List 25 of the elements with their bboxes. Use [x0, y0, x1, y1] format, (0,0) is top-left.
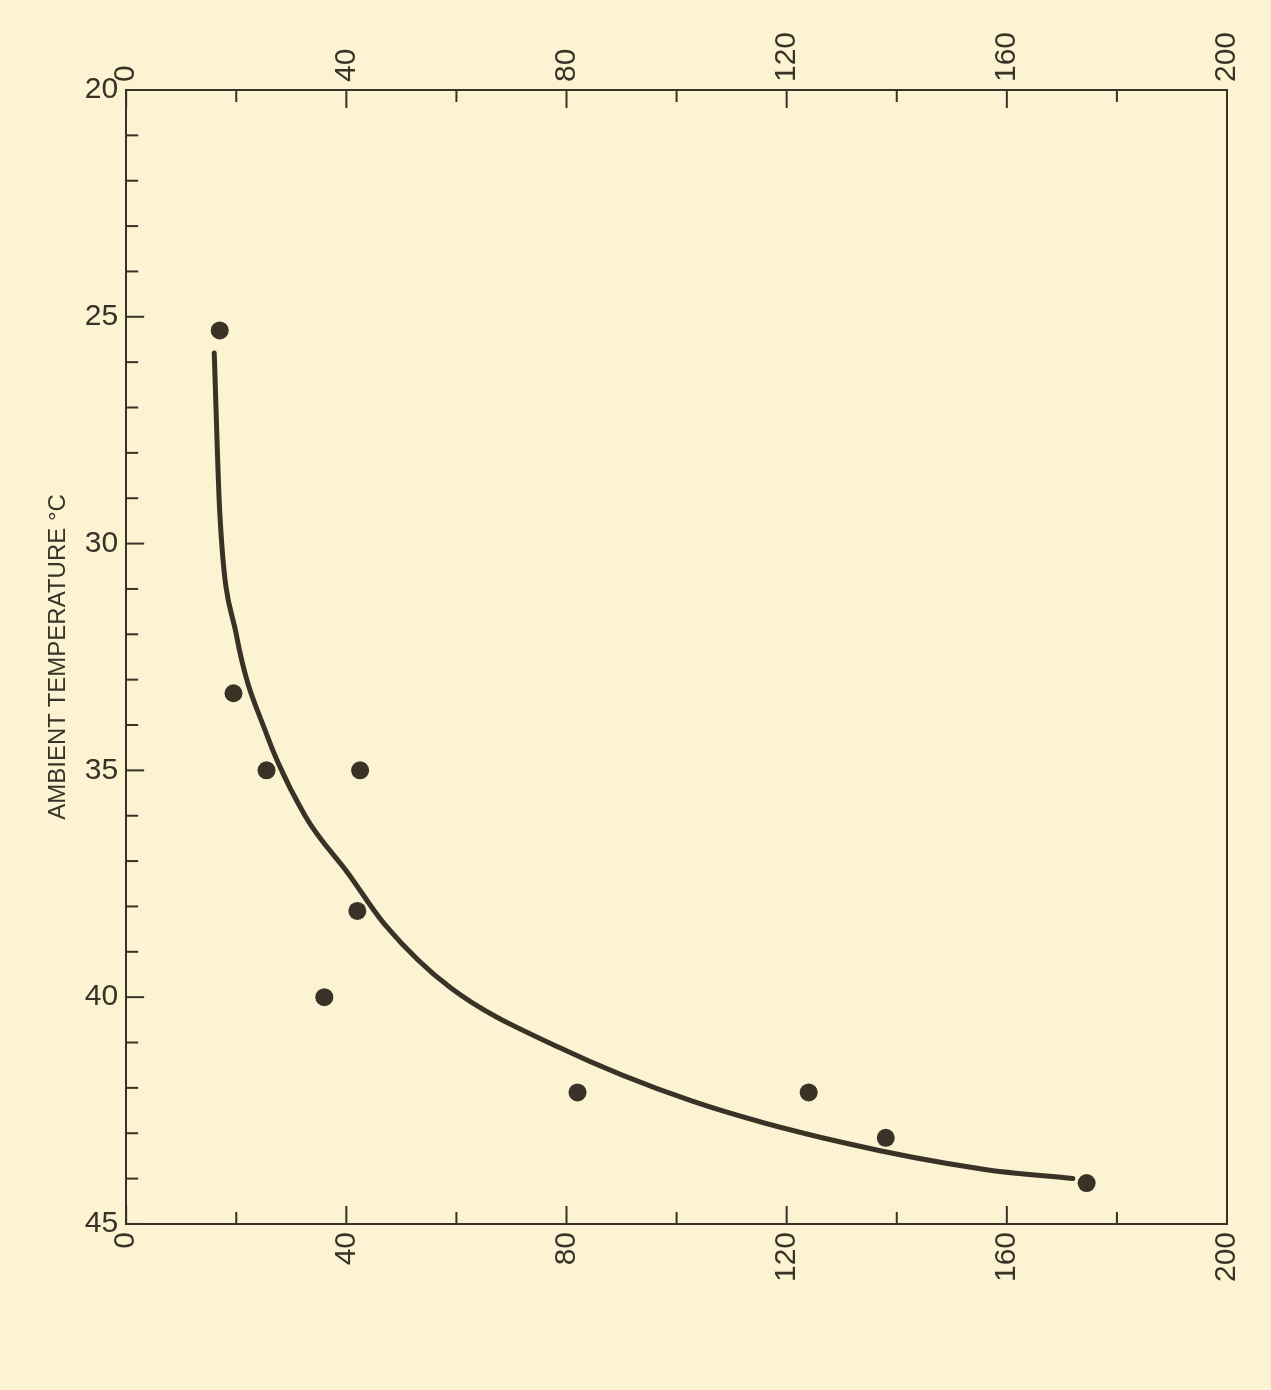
x2-tick-label: 200 — [1208, 1231, 1242, 1283]
x-tick-label: 200 — [1208, 31, 1242, 82]
x2-tick-label: 160 — [988, 1231, 1022, 1283]
x-tick-label: 120 — [767, 31, 801, 82]
y-tick-label: 25 — [84, 298, 119, 332]
x2-tick-label: 120 — [767, 1231, 801, 1283]
point — [1077, 1174, 1096, 1193]
point — [876, 1128, 895, 1147]
x-tick-label: 160 — [988, 31, 1022, 82]
y-axis-title: AMBIENT TEMPERATURE °C — [43, 494, 71, 820]
y-tick-label: 35 — [84, 751, 119, 785]
x2-tick-label: 40 — [327, 1231, 361, 1266]
point — [315, 988, 334, 1007]
point — [351, 761, 370, 780]
y-tick-label: 30 — [84, 524, 119, 558]
point — [257, 761, 276, 780]
point — [210, 321, 229, 340]
x-tick-label: 80 — [547, 48, 581, 82]
point — [568, 1083, 587, 1102]
point — [799, 1083, 818, 1102]
point — [348, 901, 367, 920]
x-tick-label: 40 — [327, 48, 361, 82]
x2-tick-label: 80 — [547, 1231, 581, 1266]
point — [224, 684, 243, 703]
y-tick-label: 40 — [84, 978, 119, 1012]
